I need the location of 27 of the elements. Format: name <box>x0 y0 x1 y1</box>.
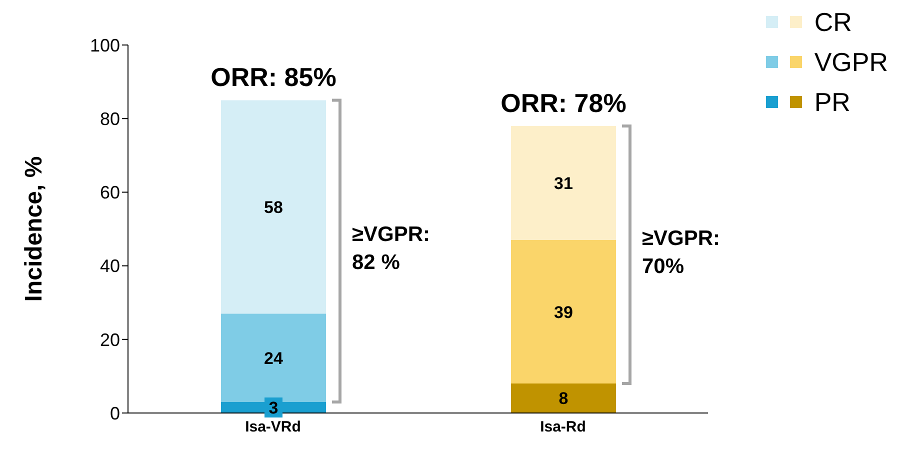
legend-label: CR <box>814 6 852 38</box>
annotation: ORR: 85% <box>210 62 336 92</box>
legend-label: VGPR <box>814 46 888 78</box>
y-tick-label: 100 <box>90 35 120 56</box>
bar <box>221 100 326 314</box>
data-label: 3 <box>268 398 278 418</box>
y-tick-label: 0 <box>110 403 120 424</box>
annotation: ≥VGPR: 70% <box>642 226 720 278</box>
y-tick-label: 60 <box>100 182 120 203</box>
bar <box>511 126 616 240</box>
y-axis-title: Incidence, % <box>20 156 48 302</box>
y-tick-label: 20 <box>100 330 120 350</box>
data-label: 31 <box>554 174 573 193</box>
bar <box>511 384 616 413</box>
data-label: 39 <box>554 302 573 322</box>
bar <box>511 240 616 384</box>
y-tick-label: 40 <box>100 256 120 276</box>
data-label: 24 <box>264 348 284 368</box>
x-tick-label: Isa-Rd <box>540 418 586 436</box>
bar <box>221 314 326 402</box>
annotation: ORR: 78% <box>500 88 626 118</box>
y-tick-label: 80 <box>100 108 120 129</box>
data-label: 58 <box>264 198 283 217</box>
legend-label: PR <box>814 86 850 118</box>
x-tick-label: Isa-VRd <box>245 418 301 436</box>
data-label: 8 <box>558 389 568 408</box>
annotation: ≥VGPR: 82 % <box>352 223 430 274</box>
